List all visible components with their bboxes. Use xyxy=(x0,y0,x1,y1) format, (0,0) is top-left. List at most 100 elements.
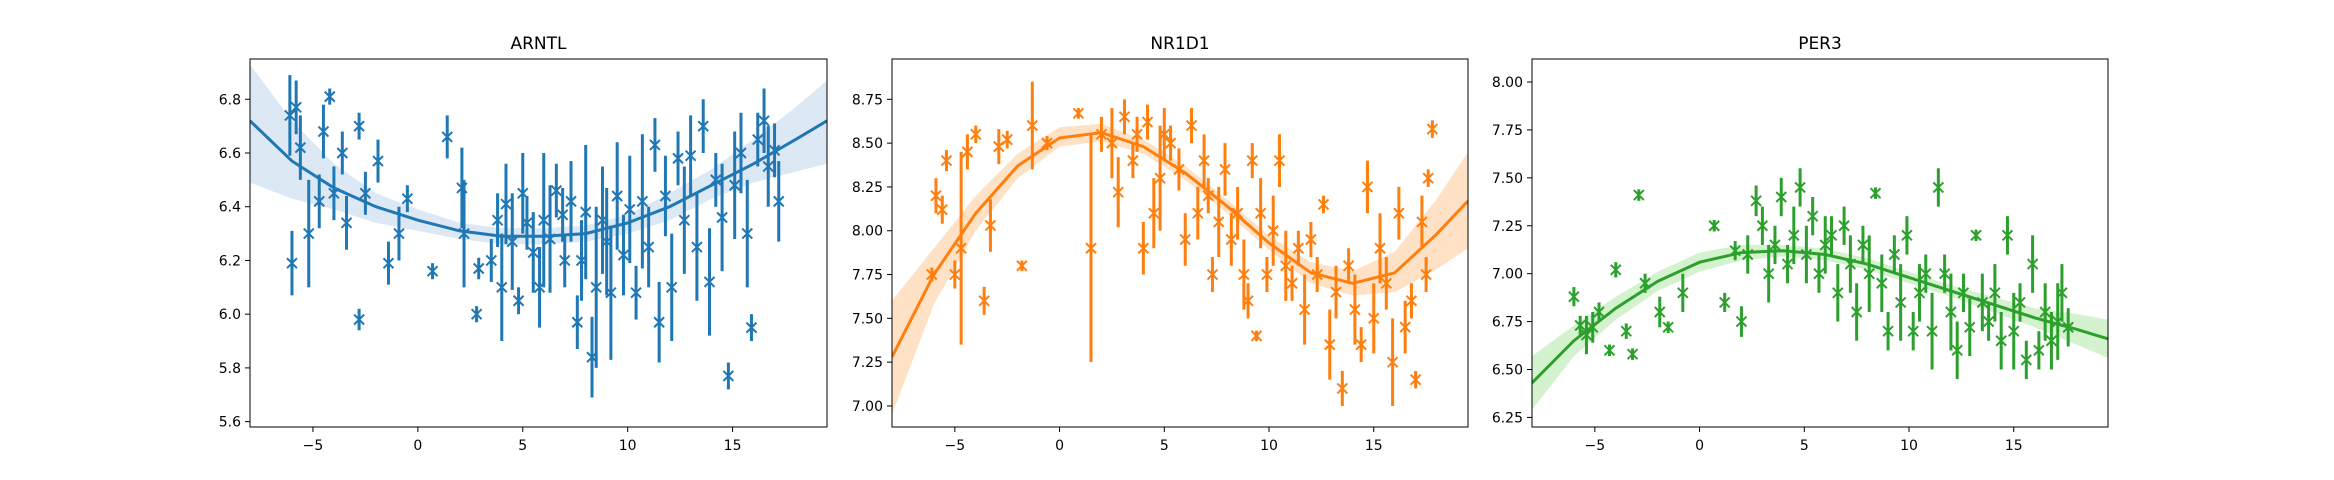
data-point xyxy=(1141,116,1154,128)
data-point xyxy=(653,316,665,328)
data-point xyxy=(649,139,661,151)
y-tick-label: 7.50 xyxy=(1492,171,1523,187)
data-point xyxy=(1819,239,1831,251)
data-point xyxy=(1016,260,1028,272)
data-point xyxy=(472,262,485,275)
data-point xyxy=(2039,306,2051,318)
x-tick-label: −5 xyxy=(945,438,966,454)
x-tick-label: 15 xyxy=(1365,438,1383,454)
data-point xyxy=(617,249,630,261)
y-tick-label: 7.50 xyxy=(852,311,883,327)
x-tick-label: 5 xyxy=(518,438,527,454)
data-point xyxy=(1106,137,1118,149)
data-point xyxy=(512,295,525,307)
data-point xyxy=(372,155,384,167)
data-point xyxy=(559,254,571,267)
data-point xyxy=(1951,344,1963,357)
data-point xyxy=(1982,315,1995,328)
data-point xyxy=(666,281,678,294)
data-point xyxy=(1970,229,1982,242)
data-point xyxy=(1901,229,1913,242)
data-point xyxy=(1662,321,1674,334)
data-point xyxy=(1626,348,1639,360)
data-point xyxy=(1154,172,1166,184)
y-tick-label: 6.0 xyxy=(219,307,241,323)
data-point xyxy=(716,211,728,224)
data-point xyxy=(984,219,997,232)
data-point xyxy=(313,195,325,208)
data-point xyxy=(426,265,439,277)
data-point xyxy=(1708,220,1720,232)
data-point xyxy=(2008,325,2020,337)
data-point xyxy=(1813,267,1825,280)
data-point xyxy=(978,295,990,307)
y-tick-label: 8.25 xyxy=(852,180,883,196)
data-point xyxy=(1380,277,1393,290)
data-point xyxy=(1349,303,1361,316)
data-point xyxy=(1095,128,1108,141)
data-point xyxy=(741,227,753,240)
data-point xyxy=(1989,287,2001,299)
axes-frame xyxy=(249,58,828,428)
data-point xyxy=(1118,111,1131,123)
data-point xyxy=(970,128,982,141)
data-point xyxy=(1026,119,1039,132)
x-tick-label: 10 xyxy=(619,438,637,454)
x-tick-label: 0 xyxy=(1055,438,1064,454)
data-point xyxy=(1620,325,1632,337)
data-point xyxy=(294,141,307,154)
data-point xyxy=(556,209,569,221)
data-point xyxy=(1894,296,1907,309)
data-point xyxy=(2056,287,2068,299)
data-point xyxy=(940,154,953,167)
data-point xyxy=(340,217,353,229)
data-point xyxy=(1735,315,1748,328)
y-tick-label: 8.50 xyxy=(852,136,883,152)
data-point xyxy=(590,281,602,294)
data-point xyxy=(571,316,584,328)
data-point xyxy=(550,184,563,197)
data-point xyxy=(1568,290,1580,303)
y-tick-label: 6.50 xyxy=(1492,363,1523,379)
data-point xyxy=(624,203,636,216)
data-point xyxy=(1920,267,1932,280)
plot-area xyxy=(1532,168,2108,410)
data-point xyxy=(758,115,770,127)
data-point xyxy=(1420,268,1432,281)
y-tick-label: 7.25 xyxy=(852,355,883,371)
data-point xyxy=(1610,264,1622,276)
data-point xyxy=(538,214,550,226)
data-point xyxy=(1386,356,1399,368)
data-point xyxy=(762,160,774,173)
x-tick-label: 5 xyxy=(1800,438,1809,454)
data-point xyxy=(1305,233,1317,246)
data-point xyxy=(506,235,518,248)
y-tick-label: 6.4 xyxy=(219,200,241,216)
data-point xyxy=(1041,137,1053,149)
y-tick-label: 6.2 xyxy=(219,253,241,269)
x-tick-label: 10 xyxy=(1260,438,1278,454)
data-point xyxy=(1945,306,1957,318)
data-point xyxy=(1261,268,1273,281)
data-point xyxy=(1292,242,1305,254)
data-point xyxy=(470,308,483,320)
data-point xyxy=(678,214,691,226)
data-point xyxy=(1158,128,1170,141)
data-point xyxy=(1832,287,1844,299)
y-tick-label: 7.75 xyxy=(852,268,883,284)
data-point xyxy=(1336,382,1349,395)
fit-line xyxy=(892,131,1468,358)
data-point xyxy=(961,146,974,158)
data-point xyxy=(527,246,539,259)
y-tick-label: 8.75 xyxy=(852,92,883,108)
data-point xyxy=(1574,319,1586,332)
chart-title: NR1D1 xyxy=(1150,34,1209,54)
data-point xyxy=(1964,321,1976,334)
data-point xyxy=(2026,258,2039,270)
y-tick-label: 8.00 xyxy=(852,224,883,240)
data-point xyxy=(1267,225,1279,237)
data-point xyxy=(1250,330,1263,342)
data-point xyxy=(1298,303,1311,316)
data-point xyxy=(1393,207,1405,219)
data-point xyxy=(565,195,577,208)
